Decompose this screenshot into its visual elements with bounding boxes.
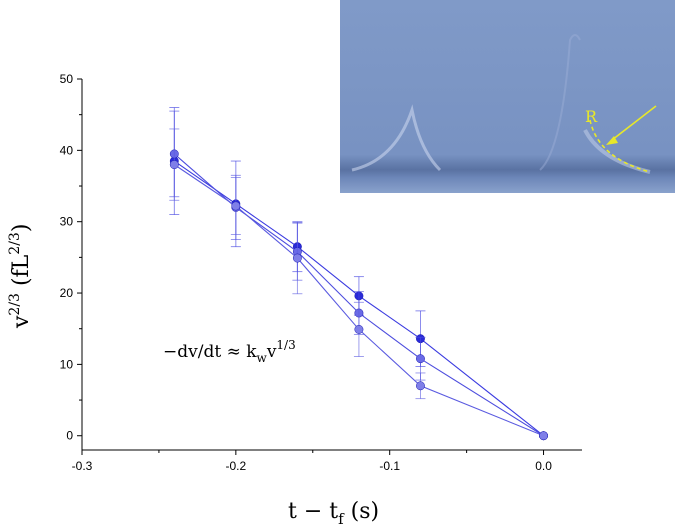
y-tick-label: 0 (66, 429, 73, 443)
x-tick-label: -0.2 (226, 459, 247, 473)
axes: 0 10 20 30 40 50 -0.3 -0.2 -0.1 0.0 (60, 72, 582, 473)
radius-label: R (585, 107, 598, 126)
equation-annotation: −dv/dt ≈ kwv1/3 (163, 338, 296, 365)
y-tick-label: 20 (60, 286, 74, 300)
y-tick-label: 50 (60, 72, 74, 86)
y-tick-label: 10 (60, 357, 74, 371)
data-point (416, 354, 425, 364)
data-point (416, 381, 425, 391)
y-ticks: 0 10 20 30 40 50 (60, 72, 82, 443)
y-tick-label: 30 (60, 215, 74, 229)
inset-image: R (340, 0, 675, 193)
data-series (169, 107, 548, 441)
data-point (231, 201, 241, 211)
y-axis-title: v2/3 (fL2/3) (7, 224, 34, 329)
data-point (354, 324, 364, 334)
data-point (292, 253, 302, 263)
x-tick-label: -0.1 (379, 459, 400, 473)
data-point (169, 160, 179, 170)
series-3 (169, 128, 548, 441)
y-tick-label: 40 (60, 143, 74, 157)
data-point (539, 431, 548, 441)
x-tick-label: -0.3 (72, 459, 93, 473)
series-line (173, 160, 544, 437)
series-line (174, 164, 544, 437)
radius-arc (589, 119, 651, 173)
x-ticks: -0.3 -0.2 -0.1 0.0 (72, 450, 552, 473)
x-tick-label: 0.0 (535, 459, 552, 473)
radius-arrow (611, 105, 657, 141)
x-axis-title: t − tf (s) (288, 499, 379, 528)
